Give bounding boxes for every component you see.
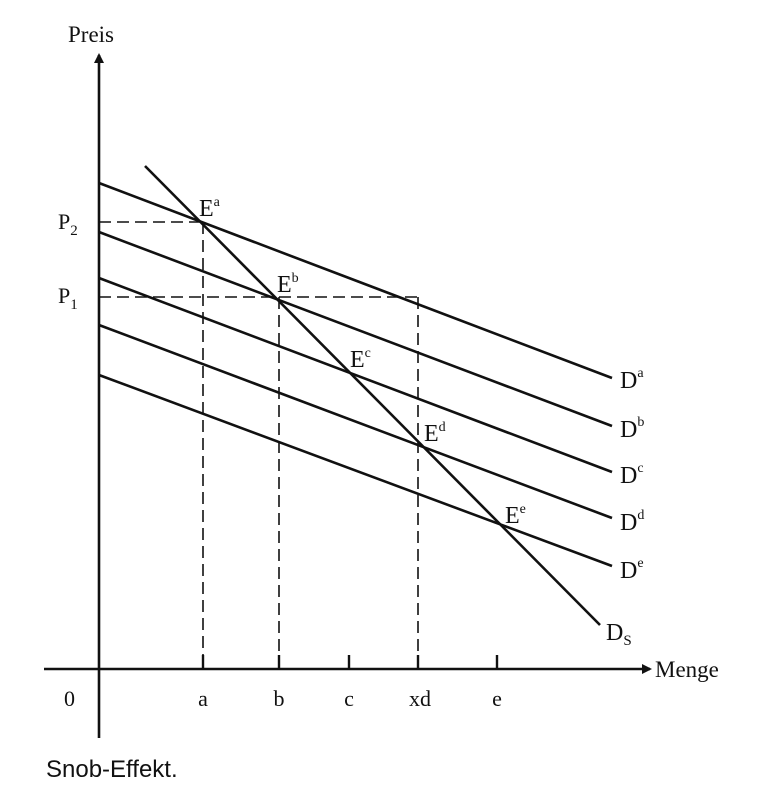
quantity-label-e: e — [492, 686, 502, 711]
demand-label-b: Db — [620, 415, 644, 443]
equilibrium-label-a: Ea — [199, 195, 221, 222]
demand-label-e: De — [620, 556, 644, 584]
quantity-label-a: a — [198, 686, 208, 711]
snob-demand-label: DS — [606, 620, 632, 649]
demand-curve-c — [98, 276, 613, 474]
demand-curve-a — [98, 181, 613, 380]
origin-label: 0 — [64, 686, 75, 711]
quantity-label-b: b — [274, 686, 285, 711]
snob-demand-curve — [144, 165, 601, 626]
demand-label-c: Dc — [620, 461, 644, 489]
quantity-label-c: c — [344, 686, 354, 711]
figure-caption: Snob-Effekt. — [46, 756, 178, 783]
demand-label-d: Dd — [620, 508, 644, 536]
demand-curve-e — [98, 373, 613, 568]
demand-curve-d — [98, 323, 613, 520]
equilibrium-label-b: Eb — [277, 271, 299, 298]
equilibrium-label-c: Ec — [350, 346, 371, 373]
demand-label-a: Da — [620, 366, 644, 394]
quantity-label-xd: xd — [409, 686, 431, 711]
equilibrium-label-d: Ed — [424, 420, 446, 447]
equilibrium-label-e: Ee — [505, 502, 526, 529]
demand-curve-b — [98, 230, 613, 428]
x-axis-label: Menge — [655, 657, 719, 682]
y-axis-label: Preis — [68, 22, 114, 47]
price-label-p1: P1 — [58, 283, 78, 313]
price-label-p2: P2 — [58, 209, 78, 239]
